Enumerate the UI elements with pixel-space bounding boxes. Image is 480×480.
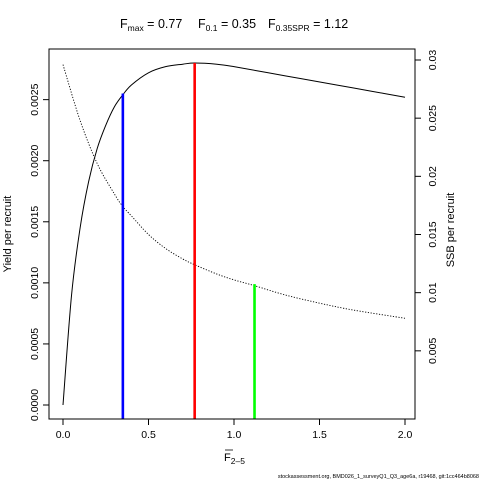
y-axis-left: 0.0000 0.0005 0.0010 0.0015 0.0020 0.0025 [29,83,50,421]
series-layer [62,62,406,406]
reference-lines [121,63,256,419]
svg-text:F2–5: F2–5 [224,452,245,466]
y-axis-label: Yield per recruit [2,196,14,273]
plot-frame [48,48,416,420]
y2-tick-label: 0.03 [427,50,439,71]
x-axis-label-sub: 2–5 [231,456,245,466]
ssb-per-recruit-line [62,64,406,319]
x-tick-label: 1.0 [227,429,242,441]
y2-tick-label: 0.025 [427,105,439,131]
x-tick-label: 0.5 [141,429,156,441]
x-tick-label: 0.0 [56,429,71,441]
title-fmax: Fmax = 0.77 [120,17,182,33]
y-tick-label: 0.0000 [29,389,41,421]
chart-title: Fmax = 0.77 F0.1 = 0.35 F0.35SPR = 1.12 [120,17,348,33]
x-tick-label: 2.0 [398,429,413,441]
x-axis: 0.0 0.5 1.0 1.5 2.0 [56,418,413,441]
x-tick-label: 1.5 [312,429,327,441]
footer-note: stockassessment.org, BMD026_1_surveyQ1_Q… [278,474,479,480]
title-fspr: F0.35SPR = 1.12 [268,17,348,33]
y-tick-label: 0.0010 [29,267,41,299]
y-tick-label: 0.0020 [29,144,41,176]
yield-per-recruit-line [62,62,406,406]
y2-tick-label: 0.01 [427,282,439,303]
y-axis-right: 0.005 0.01 0.015 0.02 0.025 0.03 [414,50,439,364]
title-f01: F0.1 = 0.35 [198,17,256,33]
y-tick-label: 0.0005 [29,328,41,360]
y-tick-label: 0.0015 [29,206,41,238]
x-axis-label: F2–5 [224,449,245,466]
y2-tick-label: 0.015 [427,221,439,247]
x-axis-label-text: F [224,452,231,464]
y2-tick-label: 0.005 [427,338,439,364]
y2-tick-label: 0.02 [427,166,439,187]
y2-axis-label: SSB per recruit [445,193,457,268]
y-tick-label: 0.0025 [29,83,41,115]
